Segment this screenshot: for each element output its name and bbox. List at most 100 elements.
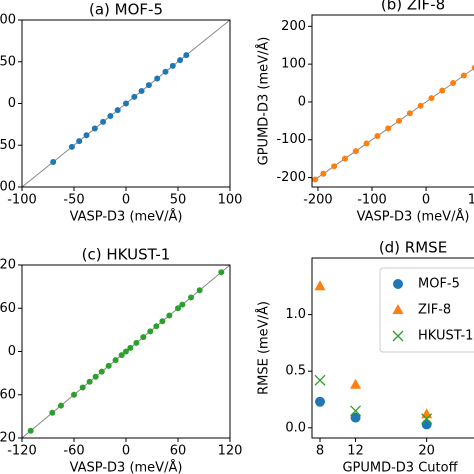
x-tick-label: -200 [303,193,333,208]
point [100,118,107,125]
point [421,413,433,425]
y-tick-label: 60 [0,301,16,316]
point [406,110,413,117]
y-tick-label: -50 [0,138,16,153]
x-tick-label: -120 [7,444,37,459]
x-tick-label: -60 [63,444,84,459]
point [428,95,435,102]
y-tick-label: 0.5 [285,364,306,379]
x-tick-label: 50 [170,193,187,208]
y-tick-label: 50 [0,54,16,69]
point [123,100,129,107]
point [76,138,83,145]
point [421,408,433,419]
point [183,52,190,59]
point [105,362,112,369]
y-axis-label: GPUMD-D3 (meV/Å) [256,37,272,166]
point [350,412,361,423]
point [450,80,457,87]
point [68,143,75,150]
y-tick-label: 100 [281,57,306,72]
y-tick-label: -120 [0,431,16,446]
point [396,117,403,124]
point [71,391,77,398]
point [331,163,338,170]
point [175,305,181,312]
point [460,72,467,79]
point [188,294,194,301]
y-tick-label: 200 [281,19,306,34]
x-tick-label: -50 [63,193,84,208]
x-tick-label: 100 [468,193,474,208]
point [27,427,34,434]
x-tick-label: -100 [357,193,387,208]
point [147,328,154,335]
y-tick-label: 100 [0,13,16,28]
panel-title: (c) HKUST-1 [82,246,171,264]
point [131,93,138,100]
point [352,148,359,155]
x-tick-label: 0 [422,193,430,208]
x-axis-label: VASP-D3 (meV/Å) [70,209,183,225]
panel: (d) RMSE GPUMD-D3 Cutoff RMSE (meV/Å) 8 12 20… [256,239,474,474]
point [471,65,474,71]
y-tick-label: 0.0 [285,420,306,435]
legend-box [379,267,474,353]
point [112,357,119,364]
panel: (b) ZIF-8 VASP-D3 (meV/Å) GPUMD-D3 (meV/Å)… [256,0,474,225]
legend-marker [393,279,403,289]
x-tick-label: 120 [218,444,243,459]
x-axis-label: VASP-D3 (meV/Å) [357,209,470,225]
point [91,125,98,132]
point [166,312,173,319]
point [350,378,362,389]
point [314,374,326,386]
panel: (a) MOF-5 VASP-D3 (meV/Å) -100 -50 0 50 100 -10… [0,1,242,225]
y-tick-label: -60 [0,387,16,402]
x-axis-label: VASP-D3 (meV/Å) [70,460,183,474]
point [177,57,184,64]
reference-line [311,67,474,183]
point [83,132,90,139]
x-tick-label: 0 [122,444,130,459]
axes-frame [21,19,231,188]
point [179,301,186,308]
point [154,75,161,82]
point [133,339,140,346]
axes-frame [21,264,231,439]
y-tick-label: -100 [276,132,306,147]
point [363,140,370,147]
point [138,87,145,94]
x-tick-label: 100 [218,193,243,208]
panel-title: (d) RMSE [379,239,447,257]
point [118,352,125,359]
point [92,373,99,380]
point [385,125,392,132]
panel-title: (a) MOF-5 [89,1,163,19]
point [314,280,326,291]
axes-frame [311,257,474,439]
x-tick-label: 20 [418,444,435,459]
point [315,396,325,407]
y-tick-label: 0 [8,96,16,111]
x-tick-label: 60 [170,444,187,459]
y-axis-label: RMSE (meV/Å) [256,301,272,395]
x-tick-label: 8 [316,444,324,459]
panel-title: (b) ZIF-8 [381,0,445,14]
point [98,368,105,375]
point [127,344,134,351]
point [439,87,446,94]
y-tick-label: 120 [0,258,16,273]
legend-marker [392,304,404,314]
axes-frame [311,14,474,188]
point [123,348,129,355]
point [169,62,176,69]
y-tick-label: 0 [8,344,16,359]
panel: (c) HKUST-1 VASP-D3 (meV/Å) -120 -60 0 60 120 -… [0,246,242,474]
x-tick-label: -100 [7,193,37,208]
point [86,378,93,385]
y-tick-label: -100 [0,180,16,195]
legend-label: ZIF-8 [418,303,451,318]
point [218,269,225,276]
